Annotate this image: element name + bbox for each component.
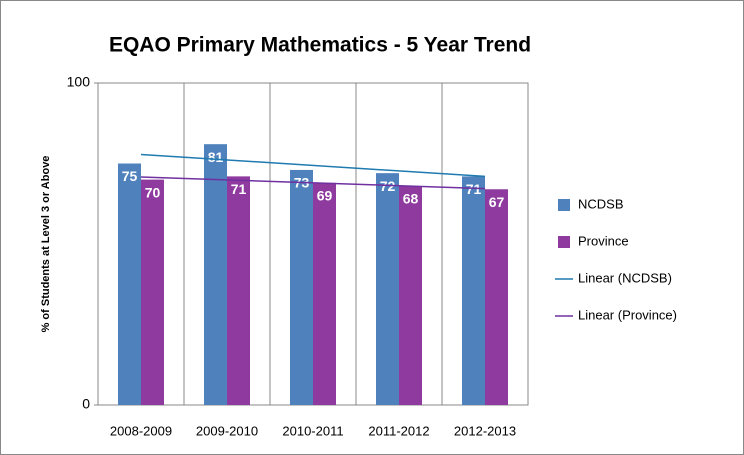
bar [204, 144, 227, 405]
bar [141, 179, 164, 405]
bar [290, 169, 313, 405]
legend-label: Linear (NCDSB) [578, 270, 672, 285]
legend-swatch [558, 199, 570, 211]
legend-label: Linear (Province) [578, 307, 677, 322]
trendline [140, 176, 486, 190]
bar [227, 176, 250, 405]
data-label: 71 [466, 181, 482, 197]
trendline [140, 153, 486, 178]
legend-label: NCDSB [578, 196, 624, 211]
bar [376, 173, 399, 405]
data-label: 75 [122, 168, 138, 184]
data-label: 81 [208, 149, 224, 165]
x-tick-label: 2009-2010 [196, 423, 258, 438]
bar [462, 176, 485, 405]
x-tick-label: 2011-2012 [368, 423, 429, 438]
x-tick-label: 2012-2013 [454, 423, 516, 438]
data-label: 71 [231, 181, 247, 197]
x-tick-label: 2010-2011 [282, 423, 343, 438]
y-tick-label: 0 [82, 396, 90, 412]
chart-title: EQAO Primary Mathematics - 5 Year Trend [109, 34, 531, 57]
data-label: 69 [317, 188, 333, 204]
data-label: 70 [145, 184, 161, 200]
legend-swatch [558, 236, 570, 248]
x-tick-label: 2008-2009 [110, 423, 172, 438]
y-axis-label: % of Students at Level 3 or Above [40, 156, 52, 333]
bar [399, 186, 422, 405]
legend-label: Province [578, 233, 629, 248]
bar [313, 182, 336, 405]
bar [118, 163, 141, 405]
data-label: 68 [403, 191, 419, 207]
data-label: 67 [489, 194, 505, 210]
y-tick-label: 100 [67, 74, 91, 90]
bar [485, 189, 508, 405]
